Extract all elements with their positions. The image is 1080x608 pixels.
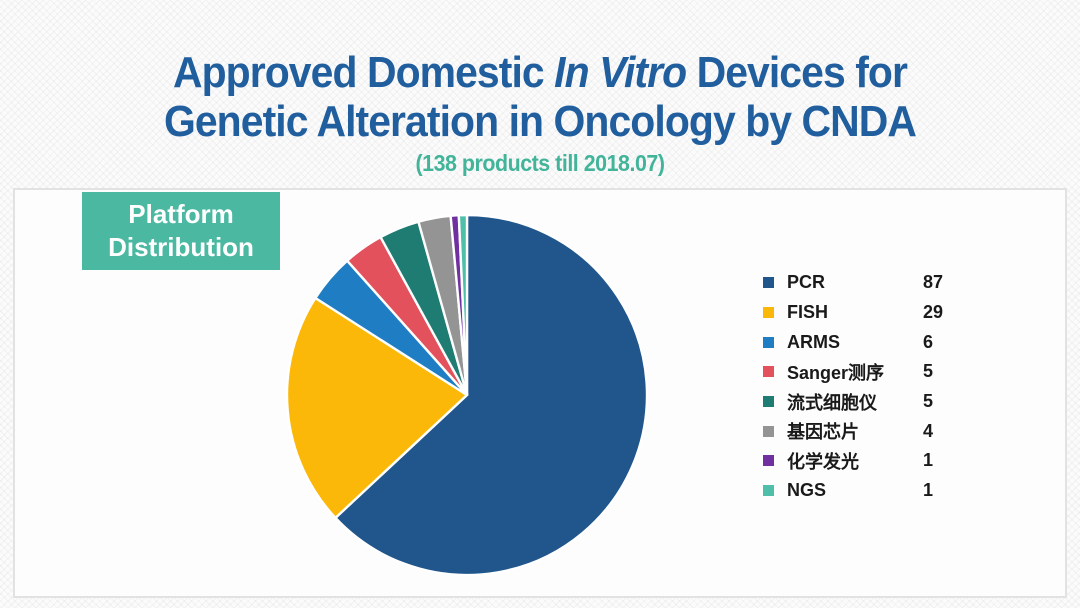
legend-swatch-icon: [763, 307, 774, 319]
legend-value: 5: [923, 391, 934, 412]
legend-label: 化学发光: [787, 451, 859, 472]
legend-value: 1: [923, 450, 934, 471]
legend-label: 流式细胞仪: [787, 392, 877, 413]
chart-label-badge: Platform Distribution: [82, 192, 280, 270]
slide-title-line1: Approved Domestic In Vitro Devices for: [38, 48, 1042, 97]
legend-swatch-icon: [763, 277, 774, 289]
legend-label: 基因芯片: [787, 422, 859, 443]
legend-swatch-icon: [763, 485, 774, 497]
pie-slice-1: [334, 213, 649, 577]
title-line1-prefix: Approved Domestic: [172, 48, 555, 97]
legend-label: NGS: [787, 480, 827, 501]
title-block: Approved Domestic In Vitro Devices for G…: [38, 48, 1042, 177]
legend-row-5: 流式细胞仪 5: [763, 387, 943, 417]
legend-swatch-icon: [763, 366, 774, 378]
legend-value: 6: [923, 331, 934, 352]
legend-value: 87: [923, 272, 944, 293]
legend-row-6: 基因芯片 4: [763, 416, 943, 446]
legend-value: 4: [923, 420, 934, 441]
legend-value: 1: [923, 480, 934, 501]
slide-subtitle: (138 products till 2018.07): [415, 150, 665, 176]
legend-value: 5: [923, 361, 934, 382]
legend-row-1: PCR 87: [763, 268, 943, 298]
pie-chart: [285, 213, 649, 577]
legend-swatch-icon: [763, 336, 774, 348]
pie-legend: PCR 87 FISH 29 ARMS 6 Sanger测序 5 流式细胞仪 5 基因芯片 4 化学发光…: [763, 268, 943, 506]
legend-label: FISH: [787, 302, 829, 323]
chart-panel: Platform Distribution PCR 87 FISH 29 ARMS 6 Sa…: [13, 188, 1067, 598]
legend-swatch-icon: [763, 455, 774, 467]
legend-row-4: Sanger测序 5: [763, 357, 943, 387]
legend-swatch-icon: [763, 425, 774, 437]
legend-label: Sanger测序: [787, 362, 885, 383]
pie-slices-group: [285, 213, 649, 577]
pie-slice-2: [285, 296, 469, 520]
legend-row-8: NGS 1: [763, 476, 943, 506]
legend-row-3: ARMS 6: [763, 327, 943, 357]
title-line1-suffix: Devices for: [686, 48, 908, 97]
legend-row-7: 化学发光 1: [763, 446, 943, 476]
slide-title-line2: Genetic Alteration in Oncology by CNDA: [163, 97, 917, 146]
legend-row-2: FISH 29: [763, 298, 943, 328]
legend-label: PCR: [787, 272, 826, 293]
pie-slice-8: [457, 213, 469, 397]
title-line1-italic: In Vitro: [554, 48, 687, 97]
legend-label: ARMS: [787, 331, 840, 352]
legend-swatch-icon: [763, 396, 774, 408]
legend-value: 29: [923, 302, 944, 323]
